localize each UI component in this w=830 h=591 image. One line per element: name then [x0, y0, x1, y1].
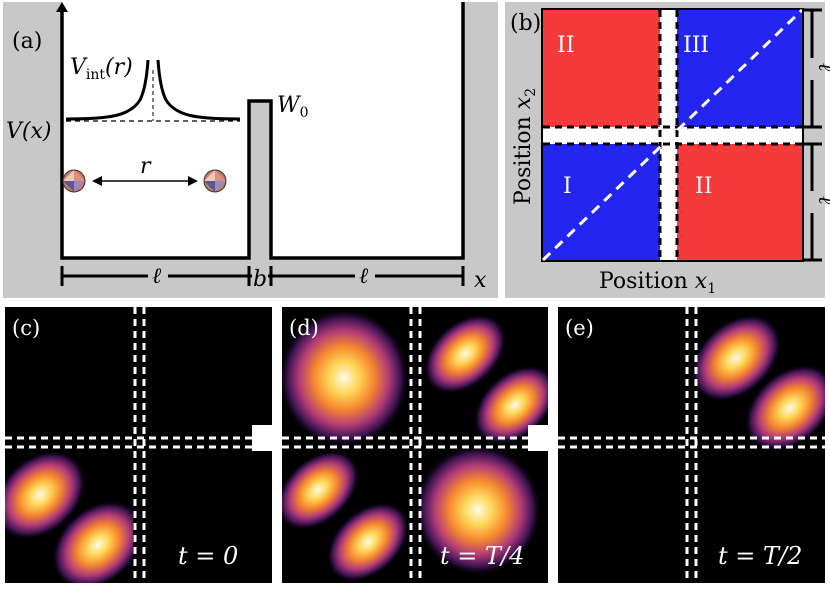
- barrier-dashes: [543, 10, 802, 260]
- region-bottom-left: [543, 144, 660, 260]
- region-bottom-right: [677, 144, 802, 260]
- region-label-top-left: II: [557, 33, 574, 58]
- region-label-top-right: III: [683, 33, 709, 58]
- vint-label: Vint(r): [70, 55, 133, 83]
- x-axis-label: x: [474, 268, 487, 293]
- particle-right-icon: [203, 169, 227, 193]
- wavepacket-e: [690, 314, 825, 452]
- panel-c-background: [5, 307, 272, 583]
- barrier: [249, 101, 271, 258]
- vint-right-branch: [156, 59, 241, 121]
- panel-a: (a) Vint(r) V(x) W0 r ℓ b ℓ x: [3, 2, 498, 298]
- potential-curve: [60, 2, 465, 260]
- wavepacket-d: [282, 308, 548, 582]
- x1-axis-label: Position x1: [599, 269, 716, 297]
- panel-c-dashes: [5, 307, 272, 583]
- panel-c-time: t = 0: [178, 542, 238, 570]
- w0-label: W0: [277, 93, 309, 121]
- diagonal-line: [541, 8, 804, 262]
- panel-b: ℓ ℓ (b) II III I II Position x1 Position…: [505, 2, 830, 298]
- region-label-bottom-right: II: [695, 174, 712, 199]
- panel-e-label: (e): [565, 316, 594, 340]
- panel-c-label: (c): [12, 316, 40, 340]
- panel-e-dashes: [558, 307, 825, 583]
- panel-b-label: (b): [510, 11, 541, 36]
- panel-d: (d) t = T/4: [282, 307, 548, 583]
- wavepacket-c: [5, 450, 133, 583]
- ell-top-label: ℓ: [814, 63, 830, 72]
- panel-a-label: (a): [12, 29, 42, 54]
- v-axis-arrowhead: [56, 2, 68, 12]
- region-label-bottom-left: I: [563, 174, 572, 199]
- r-label: r: [140, 154, 152, 179]
- ell-right-label: ℓ: [359, 264, 369, 289]
- particle-left-icon: [62, 169, 86, 193]
- vx-label: V(x): [6, 119, 51, 144]
- ell-bottom-label: ℓ: [814, 196, 830, 205]
- vint-left-branch: [65, 59, 150, 121]
- b-label: b: [253, 267, 267, 292]
- panel-e: (e) t = T/2: [558, 307, 825, 583]
- ell-left-label: ℓ: [152, 264, 162, 289]
- x2-axis-label: Position x2: [511, 88, 539, 205]
- panel-d-dashes: [282, 307, 548, 583]
- panel-c: (c) t = 0: [5, 307, 272, 583]
- panel-d-label: (d): [289, 316, 319, 340]
- region-top-left: [543, 10, 660, 127]
- panel-e-time: t = T/2: [718, 542, 802, 570]
- panel-d-time: t = T/4: [440, 542, 524, 570]
